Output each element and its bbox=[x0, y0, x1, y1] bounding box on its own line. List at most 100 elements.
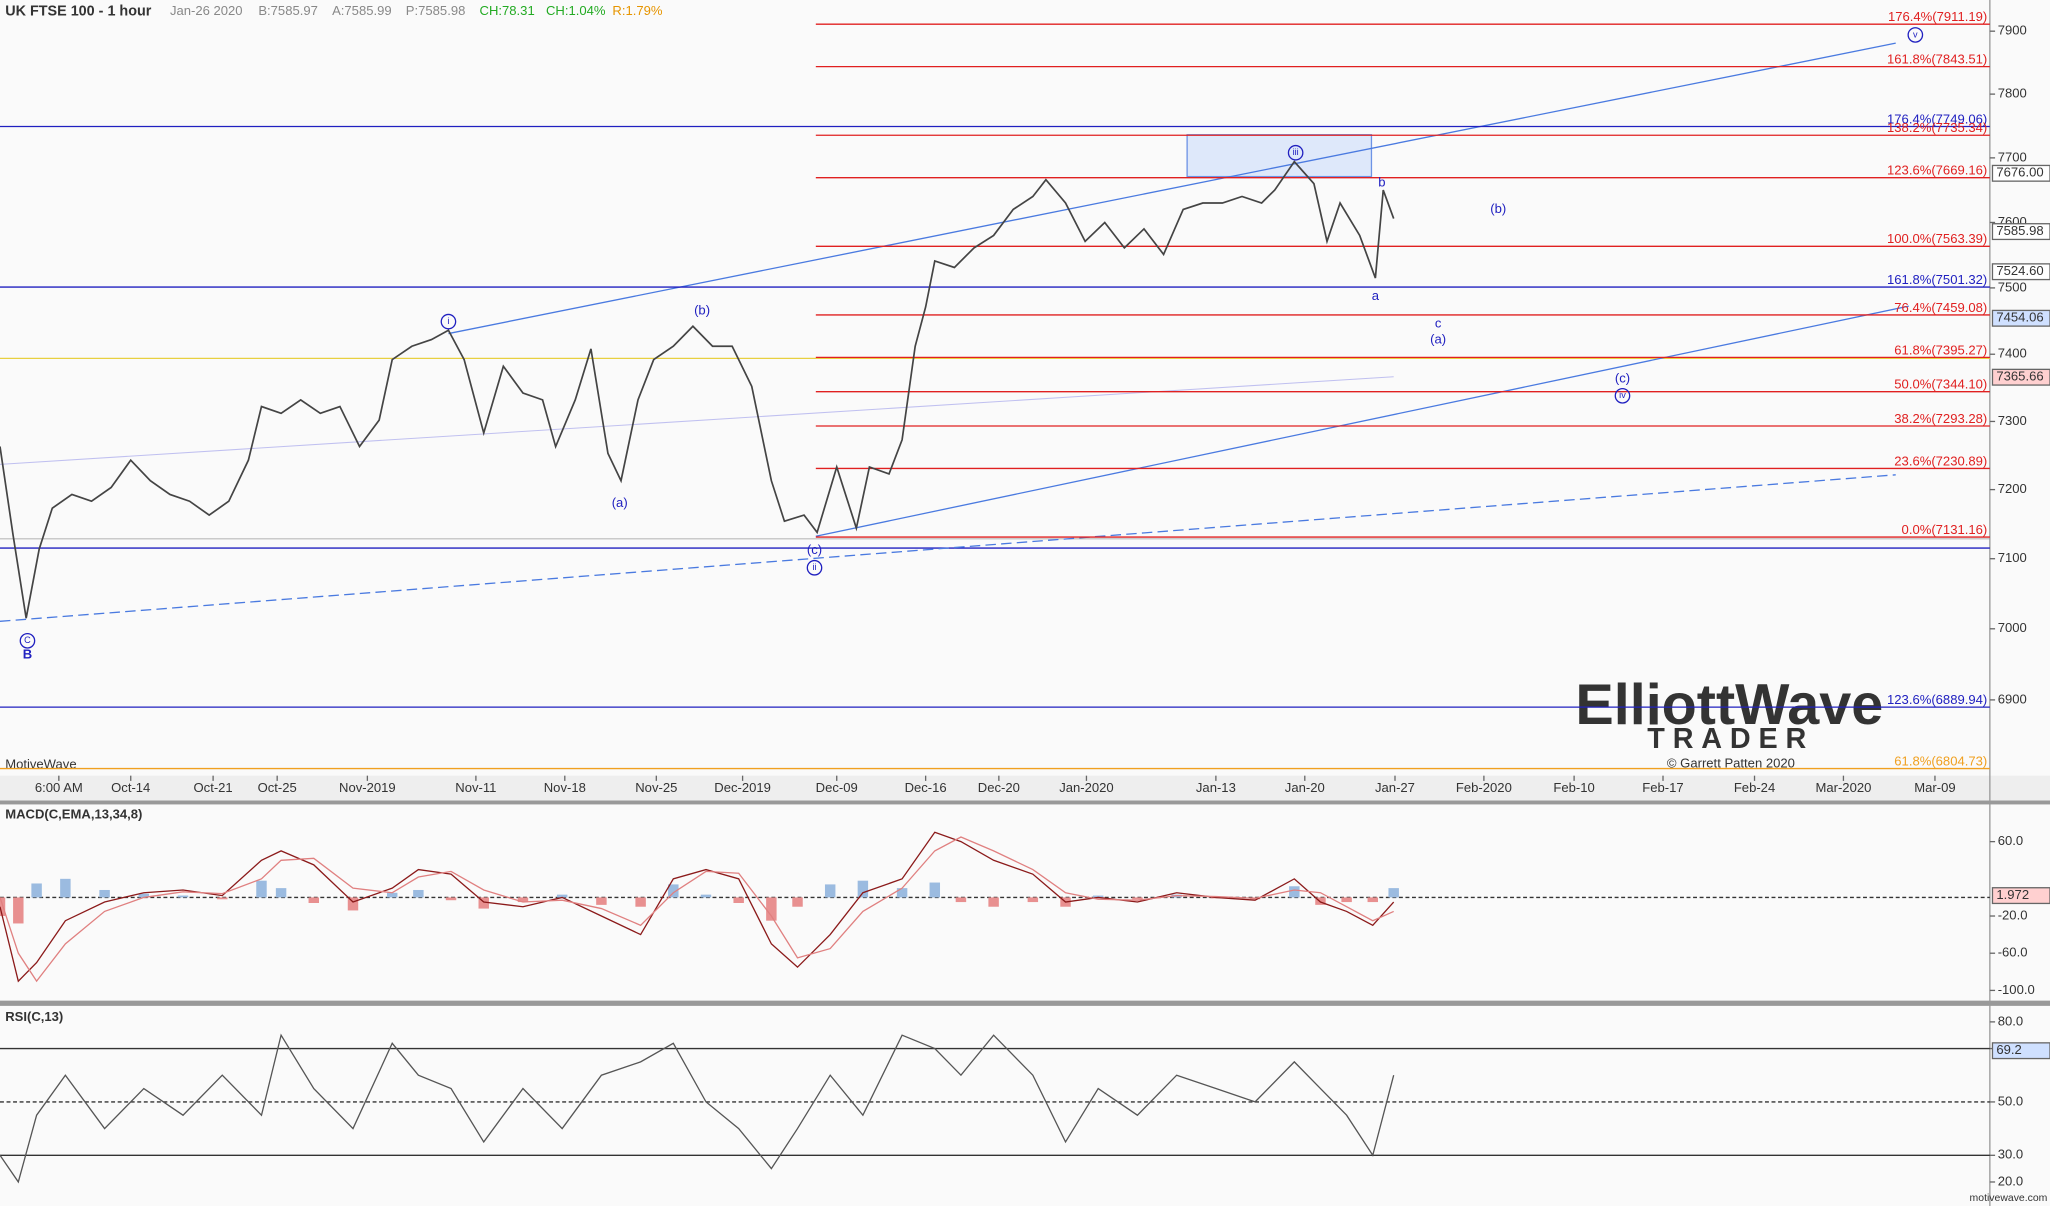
histogram-bar bbox=[668, 884, 679, 898]
histogram-bar bbox=[138, 893, 150, 898]
fib-label: 23.6%(7230.89) bbox=[1894, 453, 1987, 468]
watermark: ElliottWave bbox=[1575, 673, 1883, 737]
price-line bbox=[0, 160, 1395, 619]
histogram-bar bbox=[386, 892, 398, 898]
x-tick-label: Feb-17 bbox=[1642, 780, 1683, 795]
histogram-bar bbox=[1092, 895, 1104, 898]
x-tick-label: Feb-24 bbox=[1734, 780, 1775, 795]
wave-label: i bbox=[447, 316, 449, 326]
y-tick-label: 7200 bbox=[1998, 481, 2027, 496]
wave-label: C bbox=[24, 635, 31, 645]
histogram-bar bbox=[517, 897, 529, 903]
wave-label: (c) bbox=[807, 542, 822, 557]
histogram-bar bbox=[256, 880, 267, 898]
x-tick-label: Jan-20 bbox=[1285, 780, 1325, 795]
wave-label: (a) bbox=[1430, 332, 1446, 347]
fib-label: 123.6%(6889.94) bbox=[1887, 692, 1987, 707]
y-tick-label: -60.0 bbox=[1998, 945, 2028, 960]
price-tag-label: 1.972 bbox=[1996, 887, 2029, 902]
info-item: CH:1.04% bbox=[546, 3, 606, 18]
y-tick-label: 7700 bbox=[1998, 149, 2027, 164]
price-line bbox=[0, 831, 1395, 983]
wave-circle bbox=[19, 632, 36, 649]
wave-label: B bbox=[23, 646, 32, 661]
wave-label: c bbox=[1435, 316, 1442, 331]
y-tick-label: 30.0 bbox=[1998, 1147, 2023, 1162]
price-tag bbox=[1991, 164, 2050, 182]
wave-circle bbox=[440, 313, 457, 330]
price-tag bbox=[1991, 368, 2050, 386]
wave-label: ii bbox=[812, 562, 816, 572]
price-tag-label: 69.2 bbox=[1996, 1042, 2021, 1057]
wave-circle bbox=[1287, 144, 1304, 161]
price-tag-label: 7365.66 bbox=[1996, 369, 2043, 384]
fib-label: 176.4%(7911.19) bbox=[1888, 9, 1987, 24]
x-tick-label: Jan-13 bbox=[1196, 780, 1236, 795]
histogram-bar bbox=[308, 897, 320, 904]
histogram-bar bbox=[955, 897, 967, 903]
fib-label: 123.6%(7669.16) bbox=[1887, 163, 1987, 178]
y-tick-label: 50.0 bbox=[1998, 1093, 2023, 1108]
x-tick-label: 6:00 AM bbox=[35, 780, 83, 795]
y-tick-label: 7400 bbox=[1998, 346, 2027, 361]
histogram-bar bbox=[478, 897, 489, 909]
y-tick-label: -20.0 bbox=[1998, 907, 2028, 922]
source: MotiveWave bbox=[5, 757, 76, 772]
histogram-bar bbox=[596, 897, 607, 905]
price-tag-label: 7676.00 bbox=[1996, 165, 2043, 180]
histogram-bar bbox=[635, 897, 646, 907]
fib-label: 0.0%(7131.16) bbox=[1902, 522, 1988, 537]
wave-circle bbox=[1907, 27, 1924, 43]
histogram-bar bbox=[929, 882, 941, 898]
fib-label: 176.4%(7749.06) bbox=[1887, 111, 1987, 126]
histogram-bar bbox=[556, 894, 568, 898]
chart-title: UK FTSE 100 - 1 hour bbox=[5, 4, 152, 20]
info-item: CH:78.31 bbox=[480, 3, 535, 18]
histogram-bar bbox=[1289, 886, 1300, 898]
x-axis-band bbox=[0, 775, 2050, 801]
price-tag-label: 7585.98 bbox=[1996, 223, 2043, 238]
x-tick-label: Jan-27 bbox=[1375, 780, 1415, 795]
wave-label: (c) bbox=[1615, 370, 1630, 385]
panel-title: RSI(C,13) bbox=[5, 1009, 63, 1024]
histogram-bar bbox=[1132, 897, 1143, 900]
x-tick-label: Mar-09 bbox=[1914, 780, 1955, 795]
y-tick-label: 80.0 bbox=[1998, 1013, 2023, 1028]
x-tick-label: Nov-25 bbox=[635, 780, 677, 795]
wave-label: (a) bbox=[612, 495, 628, 510]
x-tick-label: Dec-20 bbox=[978, 780, 1020, 795]
fib-label: 161.8%(7843.51) bbox=[1887, 52, 1987, 67]
y-tick-label: 7000 bbox=[1998, 620, 2027, 635]
fib-label: 138.2%(7735.34) bbox=[1887, 120, 1987, 135]
histogram-bar bbox=[217, 897, 228, 900]
x-tick-label: Oct-25 bbox=[258, 780, 297, 795]
trend-line bbox=[815, 305, 1909, 537]
x-tick-label: Oct-21 bbox=[194, 780, 233, 795]
y-tick-label: 7300 bbox=[1998, 413, 2027, 428]
histogram-bar bbox=[445, 897, 457, 901]
wave-label: iv bbox=[1619, 390, 1626, 400]
fib-label: 76.4%(7459.08) bbox=[1894, 300, 1987, 315]
info-item: P:7585.98 bbox=[406, 3, 466, 18]
histogram-bar bbox=[824, 884, 836, 898]
info-item: A:7585.99 bbox=[332, 3, 392, 18]
price-tag bbox=[1991, 1042, 2050, 1060]
fib-label: 100.0%(7563.39) bbox=[1887, 231, 1987, 246]
histogram-bar bbox=[60, 878, 71, 898]
histogram-bar bbox=[700, 894, 712, 898]
histogram-bar bbox=[792, 897, 803, 907]
credit: © Garrett Patten 2020 bbox=[1667, 755, 1795, 770]
info-item: R:1.79% bbox=[612, 3, 662, 18]
y-tick-label: 7100 bbox=[1998, 550, 2027, 565]
histogram-bar bbox=[766, 897, 777, 921]
wave-label: iii bbox=[1293, 147, 1299, 157]
fib-label: 38.2%(7293.28) bbox=[1894, 411, 1987, 426]
y-tick-label: 7800 bbox=[1998, 86, 2027, 101]
x-tick-label: Nov-2019 bbox=[339, 780, 396, 795]
wave-label: (b) bbox=[694, 302, 710, 317]
histogram-bar bbox=[1341, 897, 1352, 903]
histogram-bar bbox=[177, 895, 189, 898]
panel-title: MACD(C,EMA,13,34,8) bbox=[5, 806, 142, 821]
x-tick-label: Nov-11 bbox=[455, 780, 496, 795]
